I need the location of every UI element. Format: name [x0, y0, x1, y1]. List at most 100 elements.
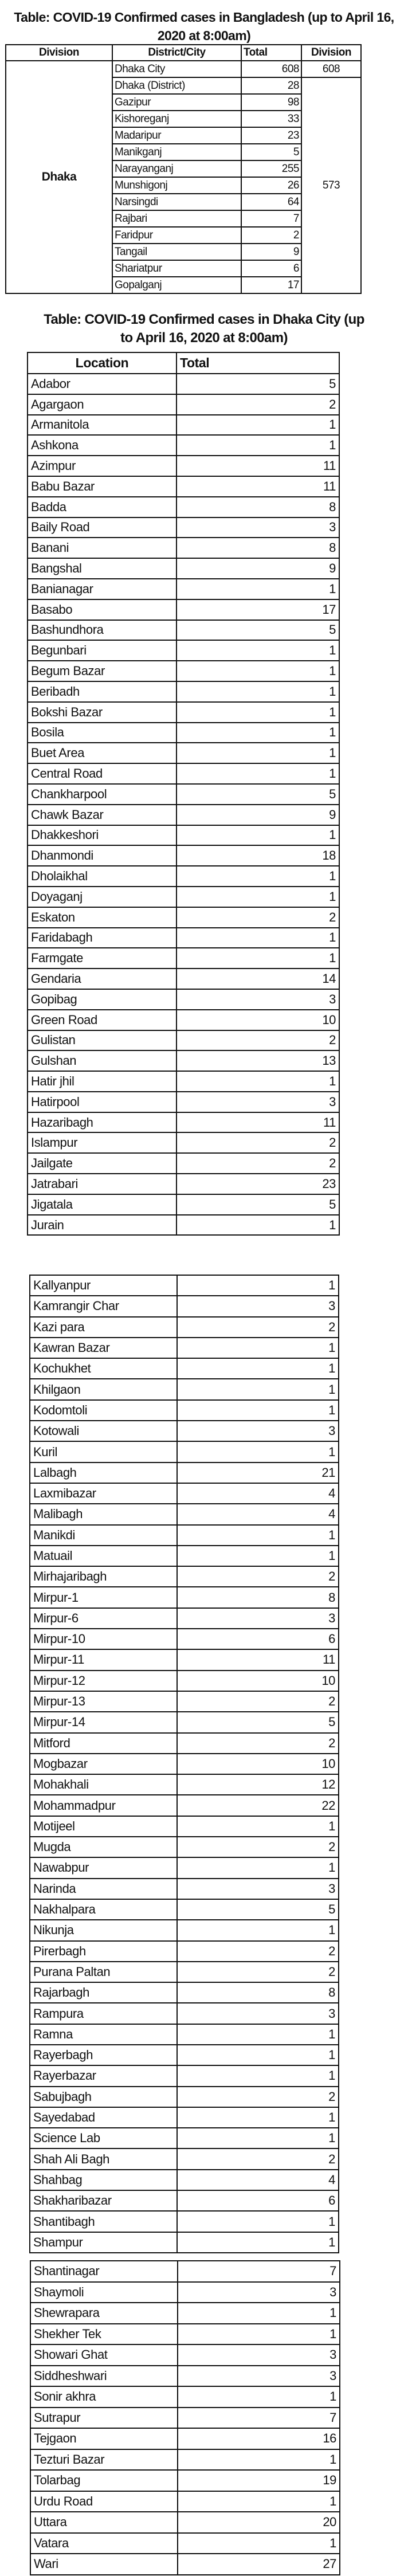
table-row: Khilgaon 1 [29, 1378, 339, 1401]
location-total: 1 [176, 927, 340, 949]
location-total: 1 [176, 640, 340, 662]
location-total: 1 [176, 414, 340, 436]
location-total: 1 [176, 2065, 339, 2087]
table-row: Purana Paltan 2 [29, 1961, 339, 1983]
district-total: 26 [241, 177, 302, 194]
location-total: 17 [176, 598, 340, 621]
table-row: Beribadh 1 [27, 680, 340, 703]
location-total: 23 [176, 1173, 340, 1195]
location-total: 2 [176, 1316, 339, 1338]
location-name: Rayerbagh [29, 2044, 178, 2067]
table-row: Green Road 10 [27, 1009, 340, 1031]
table-row: Agargaon 2 [27, 393, 340, 415]
location-total: 2 [176, 1132, 340, 1154]
location-total: 8 [176, 1982, 339, 2004]
header-total: Total [241, 44, 302, 61]
location-total: 11 [176, 455, 340, 477]
location-total: 1 [176, 2106, 339, 2129]
location-total: 10 [176, 1009, 340, 1031]
table-row: Kazi para 2 [29, 1316, 339, 1338]
location-total: 3 [177, 2281, 340, 2303]
location-total: 1 [176, 947, 340, 970]
district-total: 2 [241, 226, 302, 244]
location-name: Bosila [27, 722, 177, 744]
table-row: Dhaka Dhaka City 608 608 [5, 60, 362, 294]
table-row: Tejgaon 16 [30, 2428, 340, 2450]
location-total: 1 [176, 1544, 339, 1567]
table-row: Islampur 2 [27, 1132, 340, 1154]
table-row: Bangshal 9 [27, 558, 340, 579]
location-total: 3 [176, 988, 340, 1010]
location-name: Urdu Road [30, 2490, 178, 2512]
location-name: Agargaon [27, 393, 177, 415]
location-name: Kodomtoli [29, 1399, 178, 1422]
location-total: 2 [176, 1029, 340, 1052]
table-row: Lalbagh 21 [29, 1461, 339, 1484]
table-row: Kishoreganj 33 [6, 110, 361, 128]
location-name: Hazaribagh [27, 1111, 177, 1134]
location-total: 2 [176, 1152, 340, 1175]
location-name: Gulistan [27, 1029, 177, 1052]
location-name: Kotowali [29, 1420, 178, 1442]
location-total: 1 [177, 2386, 340, 2408]
table-row: Dhakkeshori 1 [27, 824, 340, 846]
location-name: Begunbari [27, 640, 177, 662]
location-total: 1 [176, 1524, 339, 1546]
location-name: Banani [27, 537, 177, 559]
location-total: 3 [176, 1877, 339, 1900]
location-name: Shaymoli [30, 2281, 178, 2303]
table-row: Jurain 1 [27, 1214, 340, 1236]
dhaka-city-table-part-3: Shantinagar 7 Shaymoli 3 Shewrapara 1 Shekher … [30, 2260, 340, 2575]
location-total: 1 [176, 1358, 339, 1380]
location-name: Mirpur-11 [29, 1649, 178, 1671]
location-name: Manikdi [29, 1524, 178, 1546]
location-total: 10 [176, 1669, 339, 1692]
location-total: 3 [176, 2002, 339, 2025]
location-name: Tejgaon [30, 2428, 178, 2450]
location-total: 3 [176, 1091, 340, 1113]
location-name: Wari [30, 2553, 178, 2575]
location-name: Bashundhora [27, 619, 177, 641]
table-row: Buet Area 1 [27, 742, 340, 764]
location-total: 8 [176, 537, 340, 559]
location-total: 1 [176, 885, 340, 908]
location-name: Narinda [29, 1877, 178, 1900]
location-name: Purana Paltan [29, 1961, 178, 1983]
table-row: Mitford 2 [29, 1732, 339, 1754]
district-total: 98 [241, 93, 302, 111]
district-name: Tangail [112, 243, 242, 261]
table-row: Banianagar 1 [27, 578, 340, 600]
dhaka-city-table-part-1: Location Total Adabor 5 Agargaon 2 Armanitol… [27, 352, 340, 1236]
title-line: Table: COVID-19 Confirmed cases in Dhaka… [44, 312, 364, 327]
table-row: Shahbag 4 [29, 2169, 339, 2191]
district-name: Gopalganj [112, 276, 242, 294]
table-row: Baily Road 3 [27, 516, 340, 539]
district-total: 255 [241, 160, 302, 178]
table-row: Mirpur-1 8 [29, 1586, 339, 1609]
table-row: Mugda 2 [29, 1836, 339, 1859]
location-name: Chawk Bazar [27, 803, 177, 826]
table-row: Rayerbagh 1 [29, 2044, 339, 2067]
table-row: Rajarbagh 8 [29, 1982, 339, 2004]
location-name: Baily Road [27, 516, 177, 539]
location-name: Gopibag [27, 988, 177, 1010]
location-total: 14 [176, 968, 340, 990]
location-name: Mirhajaribagh [29, 1566, 178, 1588]
location-total: 4 [176, 1482, 339, 1505]
location-total: 2 [176, 2148, 339, 2170]
table-row: Badda 8 [27, 496, 340, 518]
location-name: Malibagh [29, 1503, 178, 1526]
location-total: 6 [176, 1628, 339, 1650]
location-name: Eskaton [27, 906, 177, 928]
location-name: Badda [27, 496, 177, 518]
division-total: 573 [301, 77, 362, 294]
location-name: Mirpur-6 [29, 1607, 178, 1630]
table-row: Kodomtoli 1 [29, 1399, 339, 1422]
location-total: 5 [176, 373, 340, 395]
location-name: Uttara [30, 2511, 178, 2534]
location-total: 1 [176, 763, 340, 785]
location-name: Jigatala [27, 1193, 177, 1216]
header-total: Total [176, 352, 340, 374]
table-row: Rajbari 7 [6, 210, 361, 228]
location-total: 1 [177, 2490, 340, 2512]
